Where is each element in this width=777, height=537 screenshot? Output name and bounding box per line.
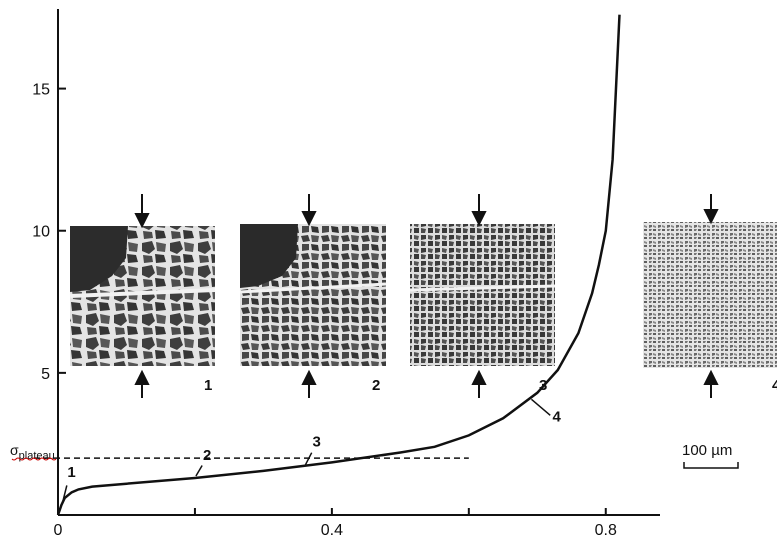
micrograph-arrows <box>134 194 719 398</box>
annotation-leader-1 <box>61 485 68 504</box>
annotation-label-4: 4 <box>552 408 561 425</box>
sigma-symbol: σ <box>10 442 19 458</box>
x-tick-label-2: 0.8 <box>595 522 617 537</box>
axes <box>57 9 660 516</box>
micrograph-1 <box>69 226 216 366</box>
annotation-label-1: 1 <box>67 464 75 481</box>
sigma-subscript: plateau <box>19 450 55 462</box>
micrograph-label-1: 1 <box>204 377 212 394</box>
y-tick-label-2: 15 <box>32 82 50 99</box>
annotation-leader-4 <box>530 398 551 416</box>
annotation-leader-2 <box>195 465 203 477</box>
scale-bar-label: 100 µm <box>682 442 732 459</box>
y-tick-label-1: 10 <box>32 224 50 241</box>
series-line <box>56 14 621 516</box>
x-tick-label-0: 0 <box>54 522 63 537</box>
annotation-label-2: 2 <box>203 447 211 464</box>
scale-bar-line <box>683 462 739 469</box>
y-ticks: 5 10 15 <box>32 82 66 383</box>
scale-bar: 100 µm <box>682 442 739 469</box>
spell-check-underline <box>11 457 57 461</box>
curve-annotations: 1 2 3 4 <box>61 398 561 504</box>
x-ticks: 0 0.4 0.8 <box>54 508 617 537</box>
x-tick-label-1: 0.4 <box>321 522 343 537</box>
micrograph-label-2: 2 <box>372 377 380 394</box>
annotation-leader-3 <box>304 452 313 466</box>
micrograph-3 <box>409 224 556 366</box>
micrograph-4 <box>643 222 777 368</box>
micrograph-label-4: 4 <box>772 377 777 394</box>
annotation-label-3: 3 <box>312 434 320 451</box>
y-tick-label-0: 5 <box>41 366 50 383</box>
micrograph-2 <box>239 224 387 366</box>
